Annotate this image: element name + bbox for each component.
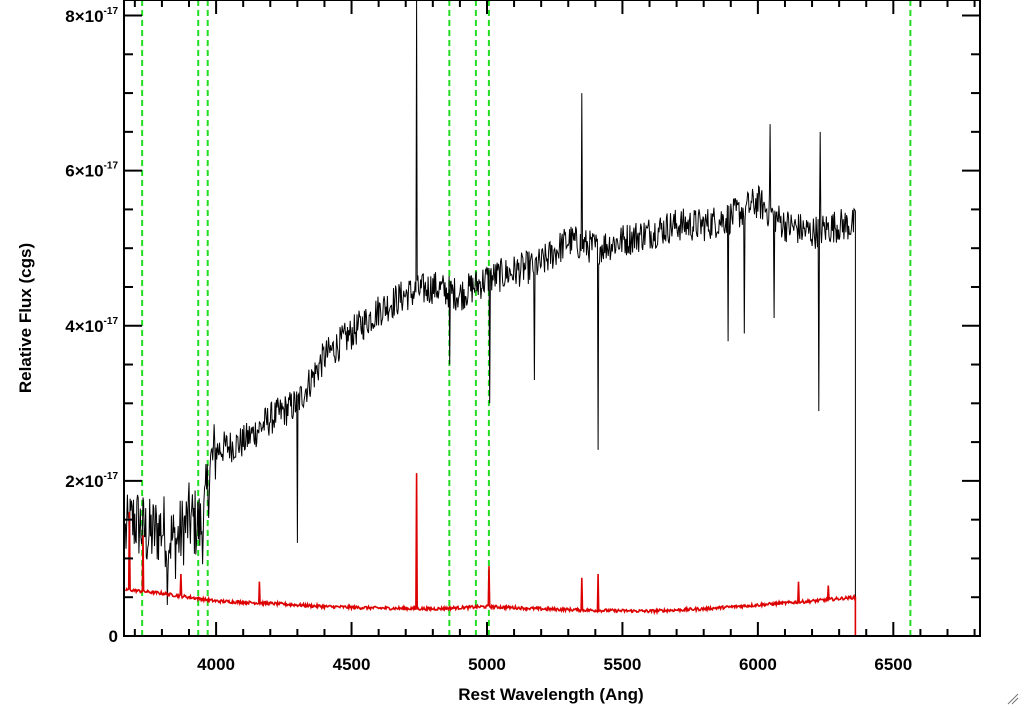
y-tick-label: 2×10-17	[65, 471, 118, 491]
x-tick-label: 4500	[333, 655, 371, 674]
spectrum-series	[124, 0, 980, 637]
x-axis-title: Rest Wavelength (Ang)	[458, 685, 643, 704]
x-tick-label: 4000	[197, 655, 235, 674]
y-tick-label: 4×10-17	[65, 316, 118, 336]
axes-frame	[123, 0, 981, 637]
x-tick-label: 5500	[604, 655, 642, 674]
y-tick-label: 6×10-17	[65, 161, 118, 181]
x-axis-ticks: 4000 4500 5000 5500 6000 6500	[133, 0, 976, 674]
plot-frame	[123, 0, 981, 637]
x-tick-label: 6500	[874, 655, 912, 674]
x-tick-label: 5000	[468, 655, 506, 674]
y-tick-label: 8×10-17	[65, 6, 118, 26]
flux-series-line	[124, 0, 856, 636]
y-axis-title: Relative Flux (cgs)	[16, 243, 35, 393]
y-tick-label: 0	[109, 627, 118, 646]
y-axis-ticks: 0 2×10-17 4×10-17 6×10-17 8×10-17	[65, 6, 980, 646]
resize-grip-icon[interactable]	[1007, 693, 1019, 705]
error-series-line	[124, 473, 980, 637]
x-tick-label: 6000	[739, 655, 777, 674]
